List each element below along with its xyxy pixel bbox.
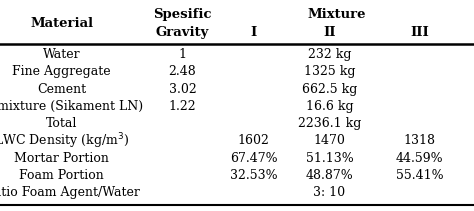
Text: Gravity: Gravity [156, 26, 209, 39]
Text: Material: Material [30, 17, 93, 30]
Text: 1602: 1602 [237, 134, 270, 147]
Text: I: I [250, 26, 257, 39]
Text: 67.47%: 67.47% [230, 151, 277, 165]
Text: 1325 kg: 1325 kg [304, 65, 355, 78]
Text: LWC Density (kg/m$^3$): LWC Density (kg/m$^3$) [0, 131, 129, 151]
Text: 662.5 kg: 662.5 kg [302, 83, 357, 96]
Text: Mortar Portion: Mortar Portion [14, 151, 109, 165]
Text: Mixture: Mixture [307, 8, 366, 22]
Text: Cement: Cement [37, 83, 86, 96]
Text: Water: Water [43, 48, 81, 61]
Text: 55.41%: 55.41% [396, 169, 443, 182]
Text: 1.22: 1.22 [169, 100, 196, 113]
Text: 1318: 1318 [403, 134, 436, 147]
Text: Admixture (Sikament LN): Admixture (Sikament LN) [0, 100, 143, 113]
Text: III: III [410, 26, 429, 39]
Text: Ratio Foam Agent/Water: Ratio Foam Agent/Water [0, 186, 139, 199]
Text: 1470: 1470 [313, 134, 346, 147]
Text: 48.87%: 48.87% [306, 169, 353, 182]
Text: 51.13%: 51.13% [306, 151, 353, 165]
Text: 1: 1 [179, 48, 186, 61]
Text: 3: 10: 3: 10 [313, 186, 346, 199]
Text: 32.53%: 32.53% [230, 169, 277, 182]
Text: 2236.1 kg: 2236.1 kg [298, 117, 361, 130]
Text: Foam Portion: Foam Portion [19, 169, 104, 182]
Text: 2.48: 2.48 [169, 65, 196, 78]
Text: Total: Total [46, 117, 77, 130]
Text: 16.6 kg: 16.6 kg [306, 100, 353, 113]
Text: Fine Aggregate: Fine Aggregate [12, 65, 111, 78]
Text: 3.02: 3.02 [169, 83, 196, 96]
Text: 232 kg: 232 kg [308, 48, 351, 61]
Text: 44.59%: 44.59% [396, 151, 443, 165]
Text: II: II [323, 26, 336, 39]
Text: Spesific: Spesific [153, 8, 212, 22]
